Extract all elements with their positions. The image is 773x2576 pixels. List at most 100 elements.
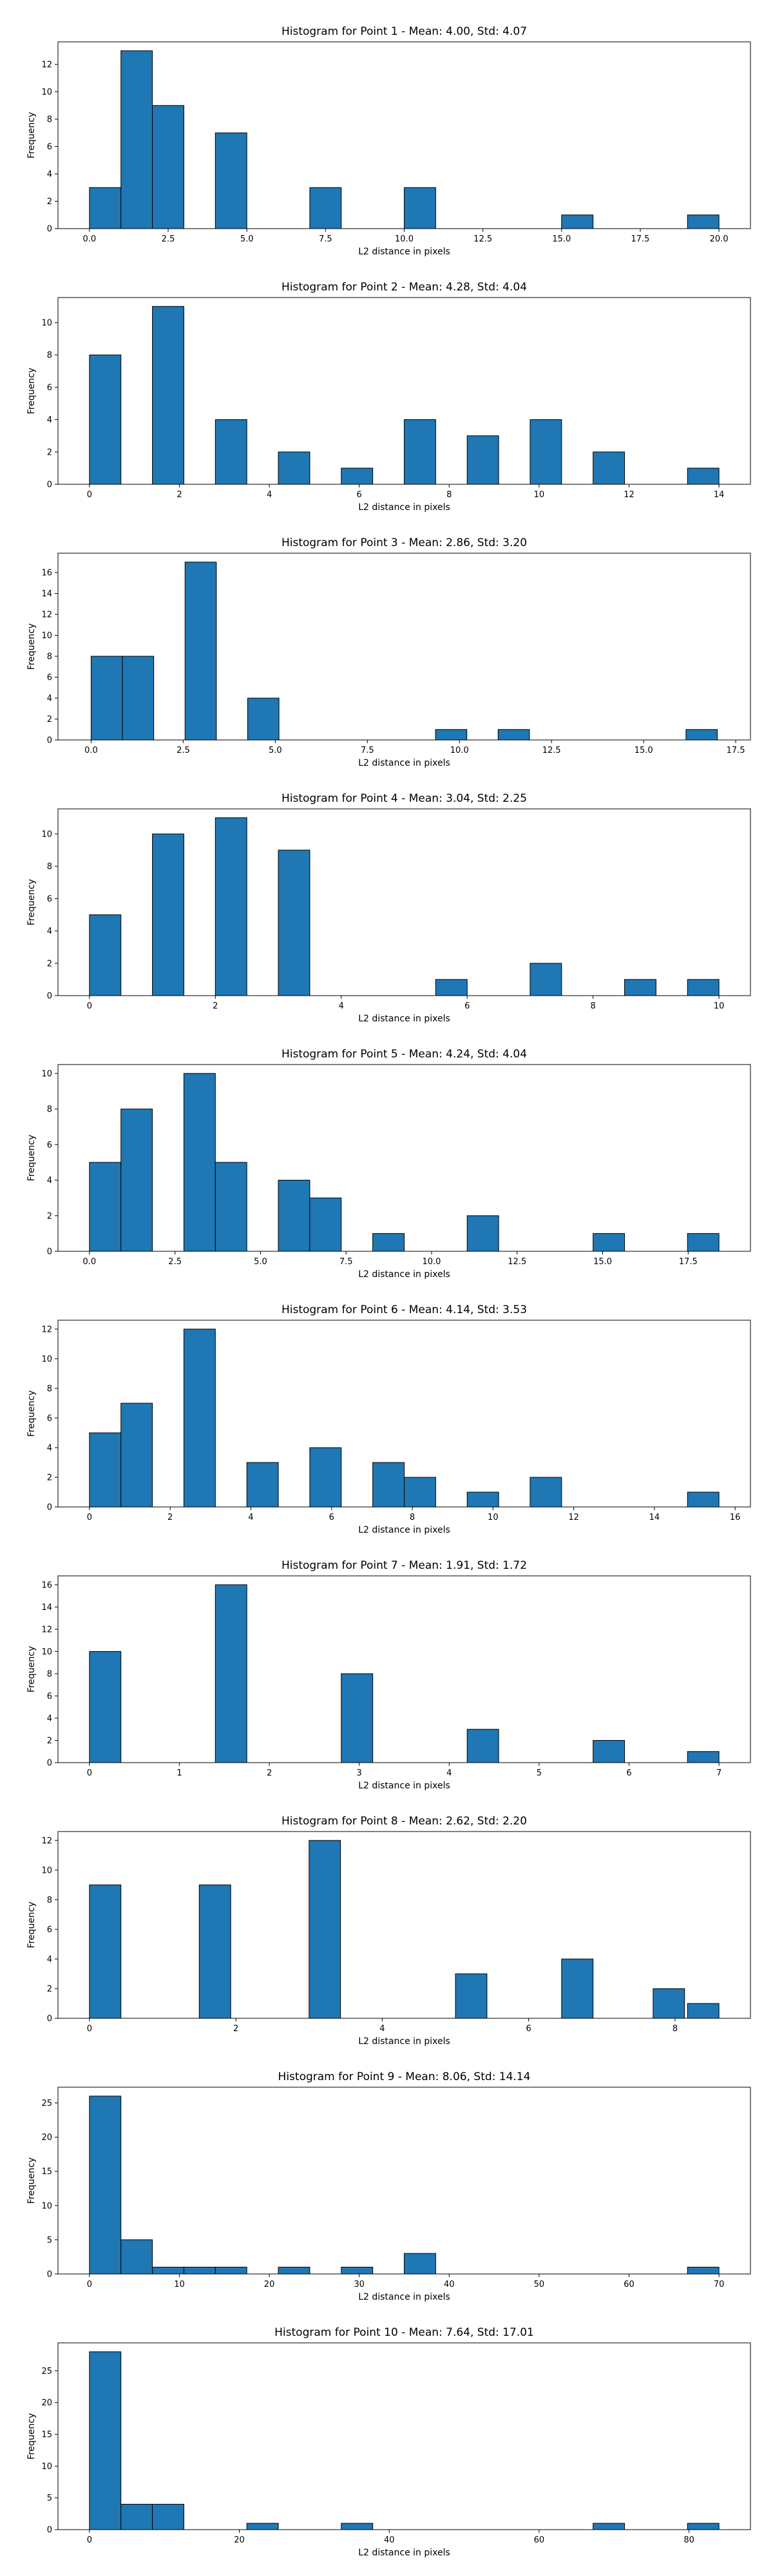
x-tick-label: 4 — [379, 2024, 385, 2034]
histogram-bar — [687, 2003, 720, 2019]
histogram-bar — [90, 656, 123, 741]
histogram-bar — [215, 419, 247, 485]
histogram-bar — [183, 1329, 216, 1508]
y-tick-label: 8 — [47, 351, 52, 361]
histogram-bar — [341, 2266, 374, 2275]
histogram-bar — [466, 1728, 499, 1763]
histogram-bar — [215, 132, 247, 229]
y-axis-label: Frequency — [26, 1902, 37, 1948]
y-tick-label: 2 — [47, 715, 52, 724]
histogram-bar — [89, 2096, 122, 2275]
x-tick-label: 6 — [357, 490, 362, 500]
axes-frame — [57, 2087, 751, 2275]
histogram-bar — [561, 1958, 594, 2019]
x-axis-label: L2 distance in pixels — [358, 1269, 450, 1280]
histogram-bar — [89, 187, 122, 229]
axes-frame — [57, 2342, 751, 2530]
x-tick-label: 0 — [87, 1513, 92, 1522]
histogram-bar — [89, 1162, 122, 1252]
x-tick-label: 3 — [357, 1768, 362, 1778]
histogram-bar — [341, 468, 374, 485]
x-tick-label: 0.0 — [83, 1257, 97, 1267]
axes-frame — [57, 1575, 751, 1763]
x-tick-label: 12 — [568, 1513, 579, 1522]
histogram-bar — [89, 1651, 122, 1763]
axes-frame — [57, 808, 751, 996]
histogram-panel-3: Histogram for Point 3 - Mean: 2.86, Std:… — [26, 536, 751, 768]
x-tick-label: 2 — [177, 490, 182, 500]
y-tick-label: 12 — [41, 1325, 52, 1334]
y-tick-label: 8 — [47, 652, 52, 662]
x-tick-label: 15.0 — [552, 234, 571, 244]
histogram-bar — [152, 306, 184, 485]
y-axis-label: Frequency — [26, 1646, 37, 1692]
x-axis-label: L2 distance in pixels — [358, 1781, 450, 1791]
y-tick-label: 10 — [41, 318, 52, 328]
histogram-bar — [593, 1739, 625, 1763]
chart-title: Histogram for Point 2 - Mean: 4.28, Std:… — [282, 281, 527, 294]
histogram-bar — [215, 1584, 247, 1763]
histogram-bar — [466, 1492, 499, 1508]
y-tick-label: 25 — [41, 2367, 52, 2376]
y-tick-label: 2 — [47, 448, 52, 457]
histogram-bar — [309, 1197, 342, 1252]
histogram-panel-6: Histogram for Point 6 - Mean: 4.14, Std:… — [26, 1303, 751, 1535]
x-tick-label: 0.0 — [83, 234, 97, 244]
x-tick-label: 6 — [329, 1513, 334, 1522]
x-tick-label: 40 — [384, 2535, 395, 2545]
histogram-bar — [152, 105, 184, 229]
x-axis-label: L2 distance in pixels — [358, 758, 450, 768]
histogram-bar — [687, 2266, 720, 2275]
y-tick-label: 0 — [47, 1759, 52, 1768]
y-axis-label: Frequency — [26, 2157, 37, 2204]
x-tick-label: 2.5 — [177, 746, 190, 755]
x-tick-label: 7 — [716, 1768, 721, 1778]
y-tick-label: 6 — [47, 383, 52, 393]
axes-frame — [57, 297, 751, 485]
y-tick-label: 0 — [47, 2014, 52, 2024]
x-tick-label: 12.5 — [508, 1257, 526, 1267]
x-tick-label: 60 — [534, 2535, 545, 2545]
y-tick-label: 4 — [47, 415, 52, 425]
y-tick-label: 6 — [47, 673, 52, 683]
histogram-bar — [198, 1884, 231, 2019]
x-tick-label: 2 — [233, 2024, 238, 2034]
x-tick-label: 2.5 — [162, 234, 175, 244]
chart-title: Histogram for Point 4 - Mean: 3.04, Std:… — [282, 792, 527, 805]
histogram-bar — [341, 2523, 374, 2530]
histogram-bar — [685, 729, 718, 741]
histogram-bar — [247, 697, 280, 741]
x-tick-label: 8 — [410, 1513, 415, 1522]
histogram-bar — [120, 2504, 153, 2530]
x-axis-label: L2 distance in pixels — [358, 2548, 450, 2558]
y-tick-label: 8 — [47, 115, 52, 125]
histogram-bar — [89, 1884, 122, 2019]
x-tick-label: 10 — [174, 2280, 185, 2289]
x-tick-label: 5.0 — [254, 1257, 267, 1267]
y-tick-label: 15 — [41, 2430, 52, 2440]
y-tick-label: 10 — [41, 829, 52, 839]
axes-frame — [57, 1320, 751, 1508]
x-tick-label: 70 — [714, 2280, 725, 2289]
x-axis-label: L2 distance in pixels — [358, 2292, 450, 2302]
y-tick-label: 12 — [41, 611, 52, 620]
y-tick-label: 10 — [41, 2462, 52, 2472]
y-axis-label: Frequency — [26, 368, 37, 414]
x-tick-label: 8 — [591, 1001, 596, 1011]
histogram-bar — [593, 451, 625, 485]
y-tick-label: 8 — [47, 1105, 52, 1115]
histogram-bar — [561, 214, 594, 229]
chart-title: Histogram for Point 3 - Mean: 2.86, Std:… — [282, 536, 527, 549]
histogram-panel-4: Histogram for Point 4 - Mean: 3.04, Std:… — [26, 792, 751, 1024]
histogram-bar — [278, 451, 310, 485]
y-tick-label: 20 — [41, 2133, 52, 2143]
y-tick-label: 0 — [47, 736, 52, 746]
y-tick-label: 0 — [47, 225, 52, 234]
y-tick-label: 16 — [41, 569, 52, 578]
histogram-bar — [653, 1988, 685, 2019]
chart-title: Histogram for Point 1 - Mean: 4.00, Std:… — [282, 25, 527, 38]
histogram-bar — [466, 1215, 499, 1252]
histogram-bar — [404, 2253, 436, 2275]
x-axis-label: L2 distance in pixels — [358, 247, 450, 257]
y-tick-label: 4 — [47, 1714, 52, 1723]
